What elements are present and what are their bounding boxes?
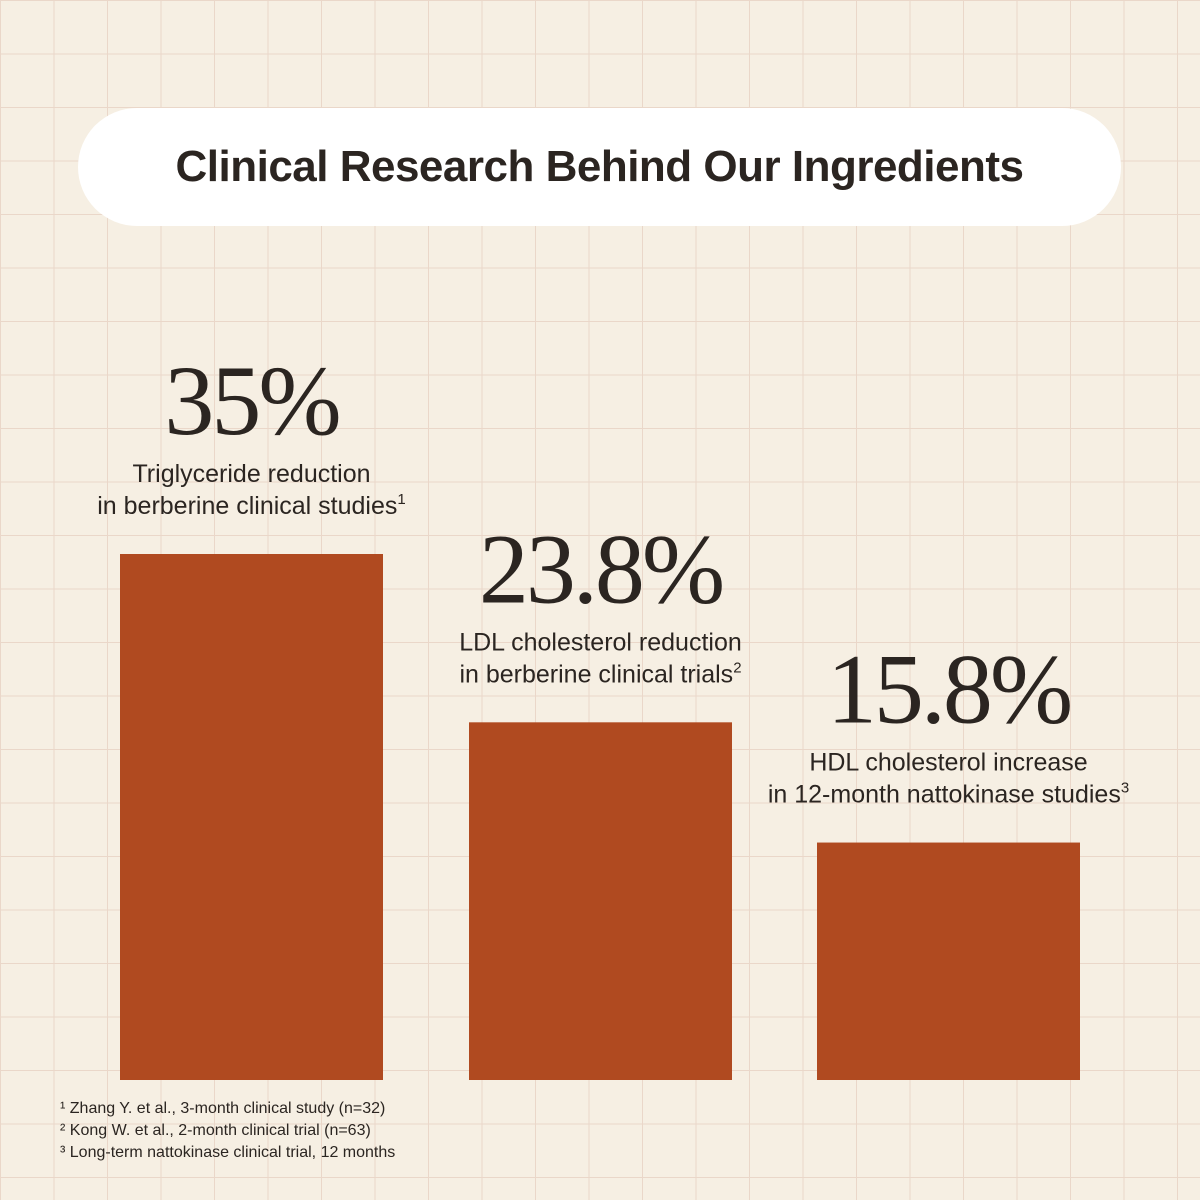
title-pill: Clinical Research Behind Our Ingredients — [78, 108, 1121, 226]
footnote-1: ¹ Zhang Y. et al., 3-month clinical stud… — [60, 1100, 386, 1117]
bar-2 — [469, 722, 732, 1080]
footnotes: ¹ Zhang Y. et al., 3-month clinical stud… — [60, 1098, 395, 1164]
bar-3 — [817, 842, 1080, 1080]
footnote-2: ² Kong W. et al., 2-month clinical trial… — [60, 1122, 371, 1139]
footnote-3: ³ Long-term nattokinase clinical trial, … — [60, 1144, 396, 1161]
bar-3-label-line1: HDL cholesterol increase — [809, 749, 1087, 777]
bar-1-label-line1: Triglyceride reduction — [132, 460, 370, 488]
bar-1-value-label: 35% — [164, 345, 338, 456]
bar-2-label-line1: LDL cholesterol reduction — [459, 628, 742, 656]
bar-2-value-label: 23.8% — [479, 513, 722, 624]
page-title: Clinical Research Behind Our Ingredients — [175, 142, 1025, 191]
bar-1 — [120, 554, 383, 1080]
bar-3-label-line2: in 12-month nattokinase studies3 — [768, 780, 1129, 809]
bar-3-value-label: 15.8% — [827, 634, 1070, 745]
bar-2-label-line2: in berberine clinical trials2 — [459, 659, 741, 688]
bar-1-label-line2: in berberine clinical studies1 — [97, 491, 406, 520]
